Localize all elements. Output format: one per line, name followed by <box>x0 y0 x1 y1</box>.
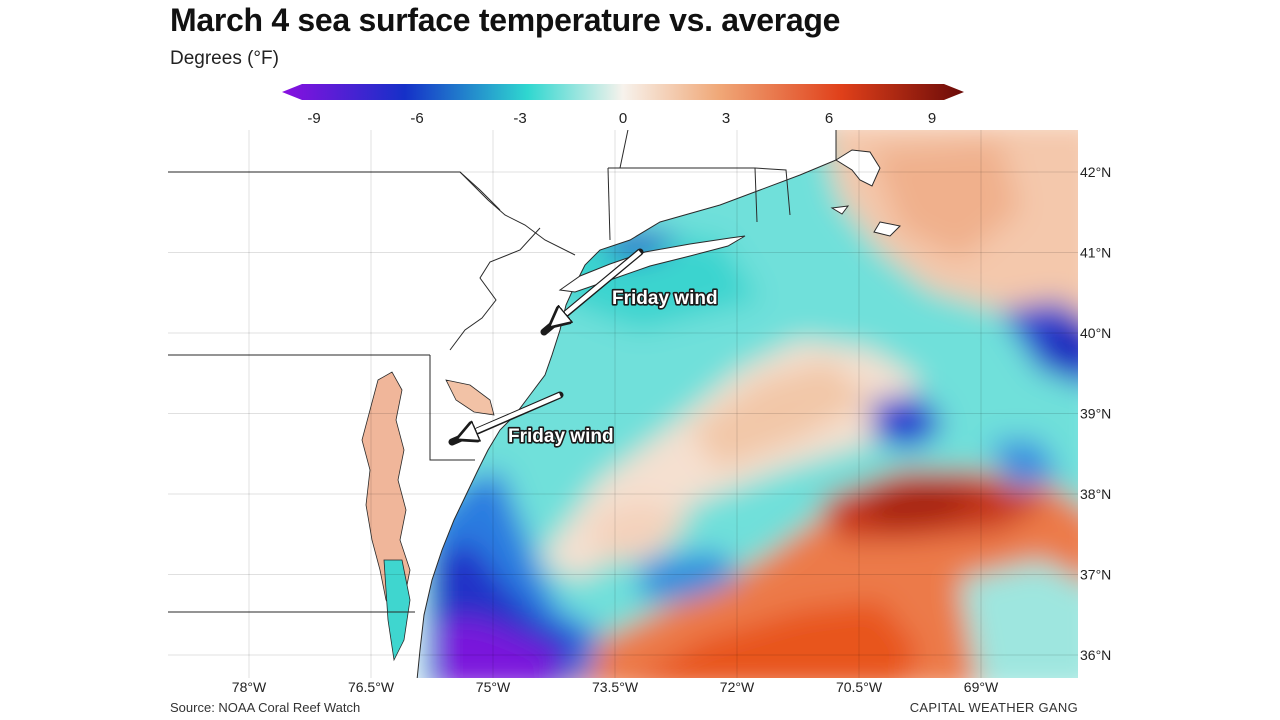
source-note: Source: NOAA Coral Reef Watch <box>170 700 361 715</box>
latitude-tick-label: 40°N <box>1080 325 1111 341</box>
longitude-tick-label: 78°W <box>232 679 267 695</box>
longitude-tick-label: 76.5°W <box>348 679 395 695</box>
land-mass <box>168 130 902 678</box>
latitude-tick-label: 36°N <box>1080 647 1111 663</box>
wind-label: Friday wind <box>508 426 614 447</box>
latitude-tick-label: 41°N <box>1080 245 1111 261</box>
latitude-tick-label: 42°N <box>1080 164 1111 180</box>
chart-title: March 4 sea surface temperature vs. aver… <box>170 2 841 38</box>
graticule <box>168 130 1078 678</box>
latitude-labels: 42°N 41°N 40°N 39°N 38°N 37°N 36°N <box>1080 164 1111 663</box>
longitude-tick-label: 69°W <box>964 679 999 695</box>
latitude-tick-label: 39°N <box>1080 406 1111 422</box>
longitude-tick-label: 73.5°W <box>592 679 639 695</box>
longitude-tick-label: 70.5°W <box>836 679 883 695</box>
credit: CAPITAL WEATHER GANG <box>909 700 1078 715</box>
longitude-labels: 78°W 76.5°W 75°W 73.5°W 72°W 70.5°W 69°W <box>232 679 999 695</box>
longitude-tick-label: 75°W <box>476 679 511 695</box>
wind-annotation-2: Friday wind <box>448 391 615 449</box>
wind-annotation-1: Friday wind <box>540 248 719 336</box>
latitude-tick-label: 37°N <box>1080 567 1111 583</box>
latitude-tick-label: 38°N <box>1080 486 1111 502</box>
colorbar-units: Degrees (°F) <box>170 48 279 69</box>
longitude-tick-label: 72°W <box>720 679 755 695</box>
wind-label: Friday wind <box>612 288 718 309</box>
state-borders <box>168 130 791 613</box>
